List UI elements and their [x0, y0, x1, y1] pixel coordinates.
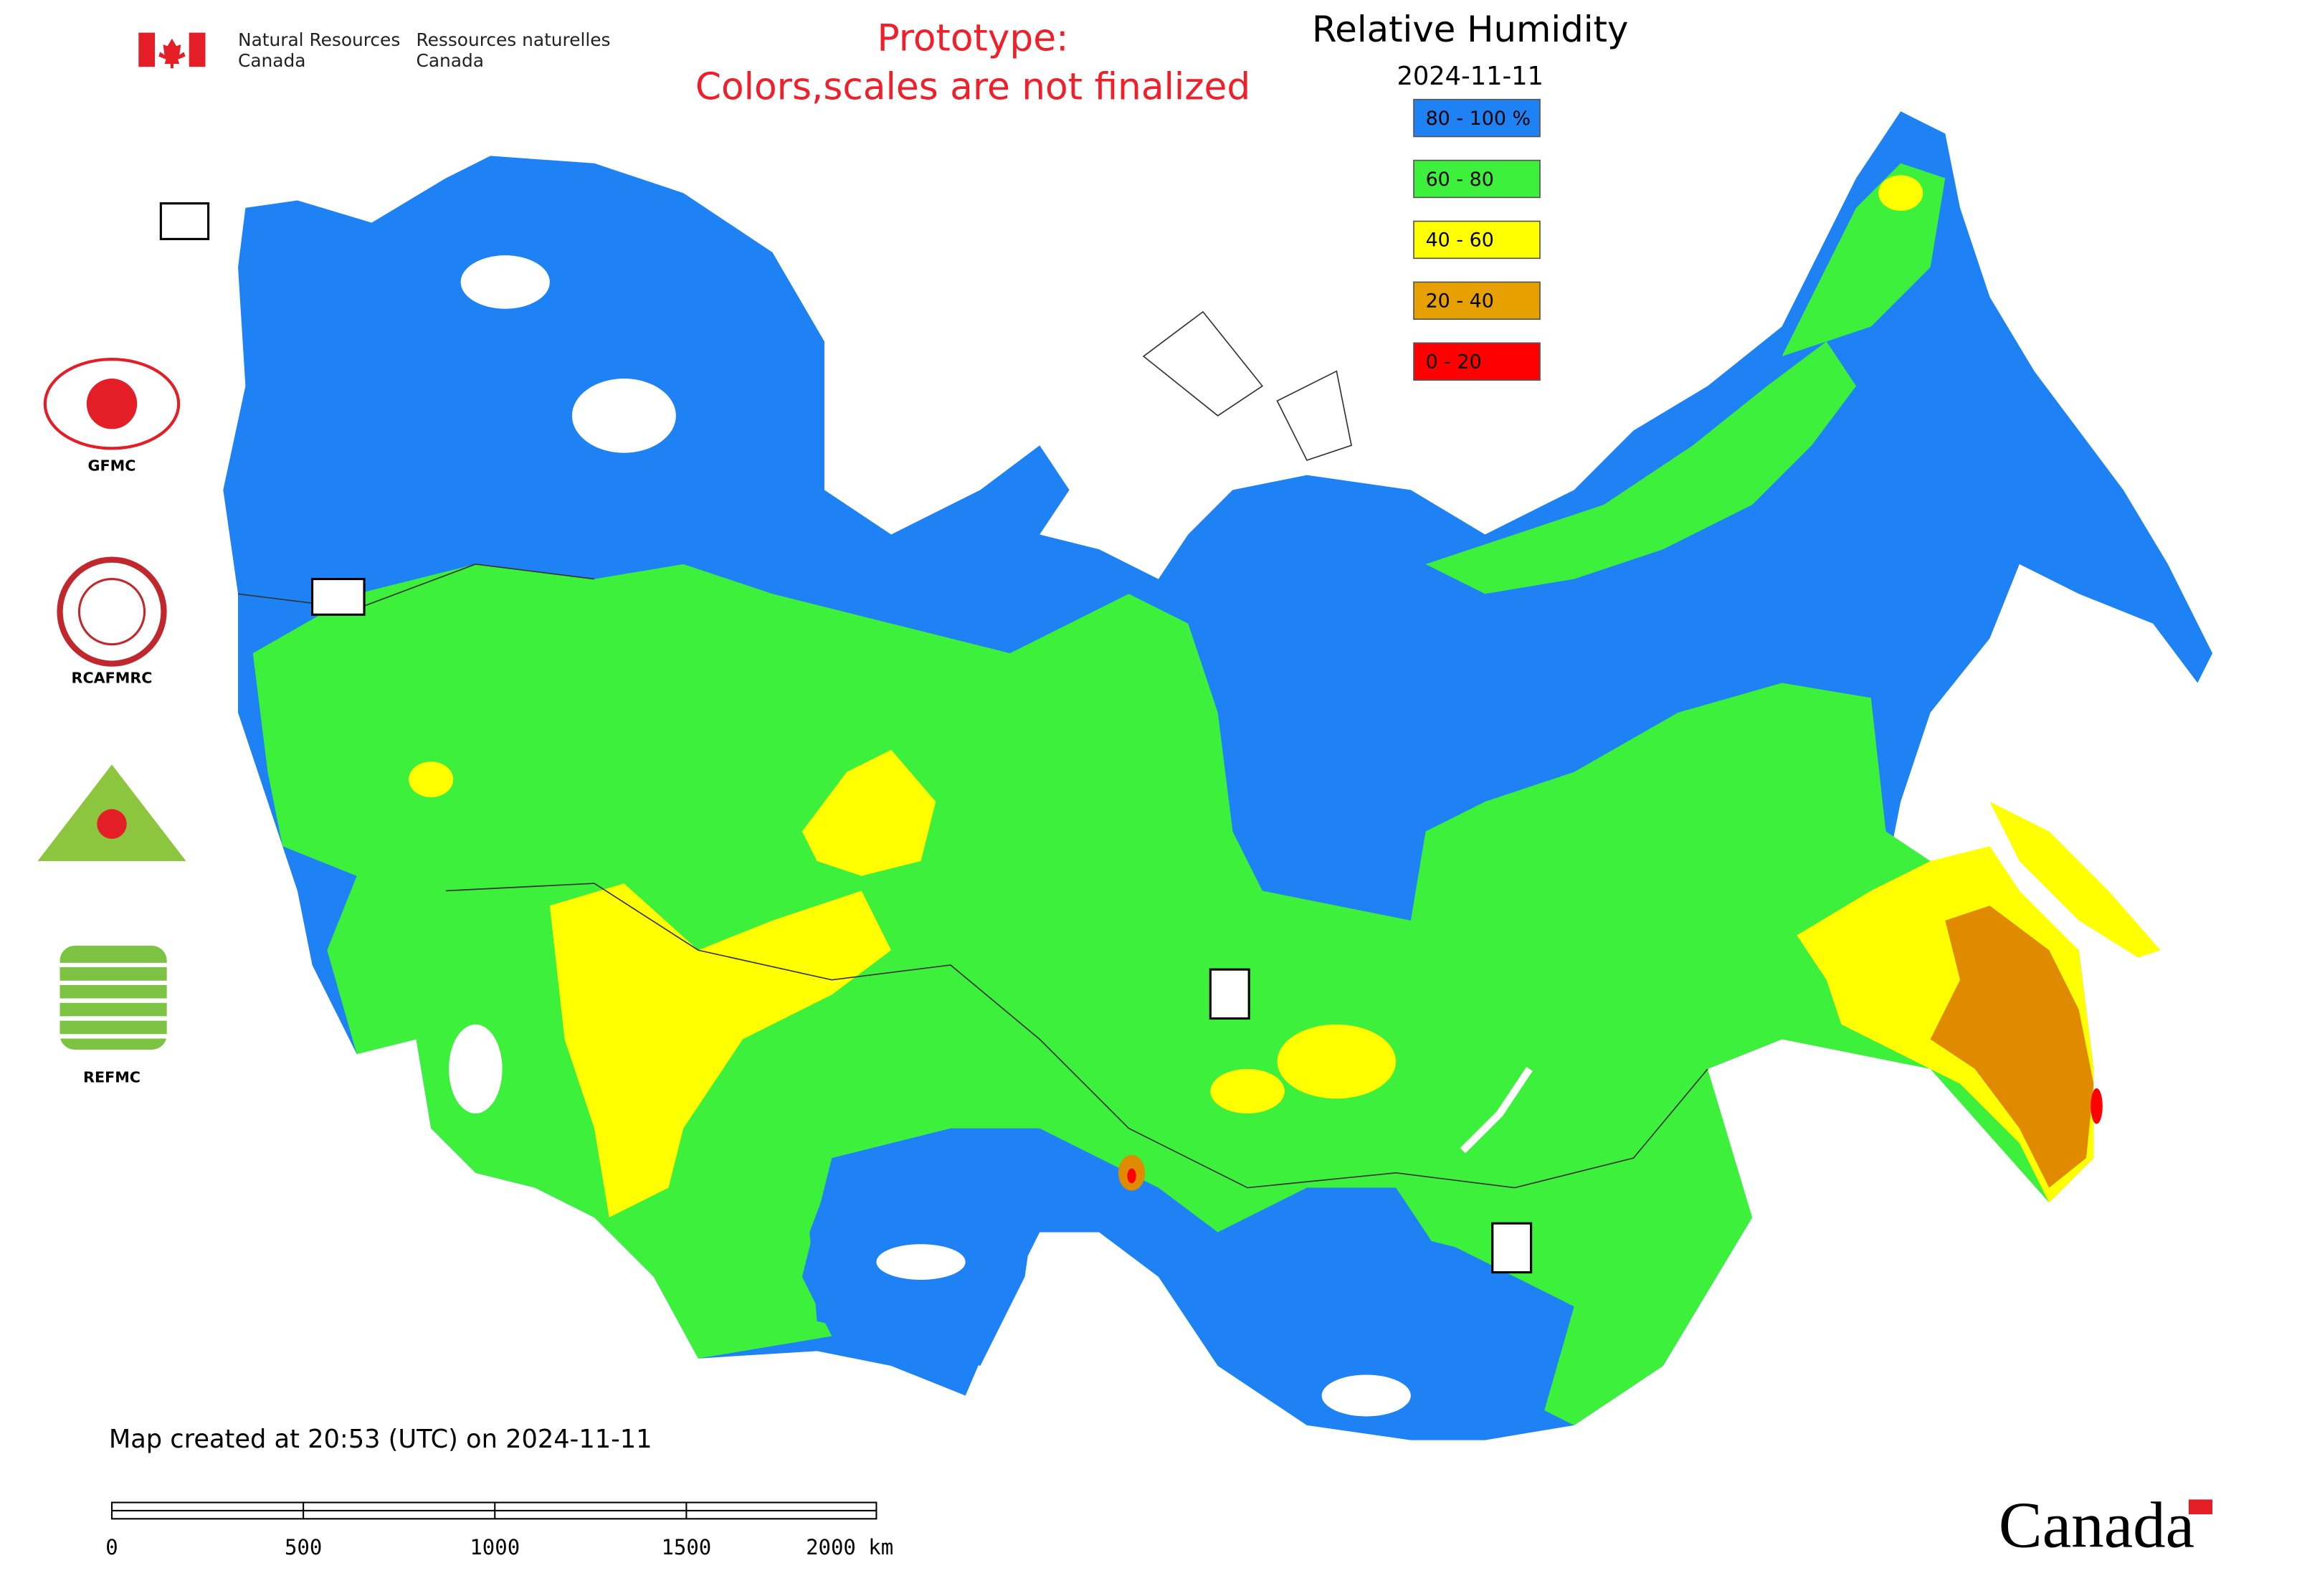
legend: 80 - 100 % 60 - 80 40 - 60 20 - 40 0 - 20	[1413, 98, 1541, 381]
legend-swatch	[1413, 220, 1541, 260]
dept-en: Canada	[238, 50, 305, 71]
scale-label: 0	[105, 1535, 118, 1559]
dept-fr: Canada	[417, 50, 484, 71]
partner-logos: GFMC RCAFMRC REFMC	[37, 358, 186, 1086]
legend-swatch	[1413, 342, 1541, 381]
scale-label: 1000	[470, 1535, 520, 1559]
logo-label: GFMC	[88, 457, 136, 474]
wordmark-flag	[2188, 1499, 2213, 1515]
map-title: Relative Humidity	[1312, 9, 1628, 50]
scale-bar	[110, 1501, 877, 1520]
legend-label: 60 - 80	[1426, 168, 1494, 191]
scale-label: 1500	[661, 1535, 711, 1559]
logo-label: REFMC	[83, 1069, 141, 1086]
logo-label: RCAFMRC	[72, 670, 153, 687]
notice: Colors,scales are not finalized	[695, 66, 1250, 109]
dept-fr: Ressources naturelles	[417, 29, 611, 50]
dept-en: Natural Resources	[238, 29, 400, 50]
legend-swatch	[1413, 281, 1541, 320]
footer-note: Map created at 20:53 (UTC) on 2024-11-11	[109, 1425, 652, 1454]
map-date: 2024-11-11	[1397, 62, 1544, 91]
map-inset-logos	[159, 202, 1533, 1274]
scale-labels: 0 500 1000 1500 2000 km	[105, 1535, 893, 1559]
notice: Prototype:	[877, 16, 1068, 60]
legend-label: 80 - 100 %	[1426, 108, 1531, 130]
canada-wordmark: Canada	[1999, 1489, 2194, 1562]
legend-label: 0 - 20	[1426, 351, 1482, 374]
scale-label: 2000 km	[806, 1535, 893, 1559]
legend-swatch	[1413, 98, 1541, 138]
legend-label: 20 - 40	[1426, 290, 1494, 313]
legend-swatch	[1413, 159, 1541, 199]
nrcan-signature: Natural Resources Canada Ressources natu…	[138, 29, 611, 71]
humidity-map	[223, 111, 2213, 1440]
legend-label: 40 - 60	[1426, 229, 1494, 252]
scale-label: 500	[285, 1535, 322, 1559]
